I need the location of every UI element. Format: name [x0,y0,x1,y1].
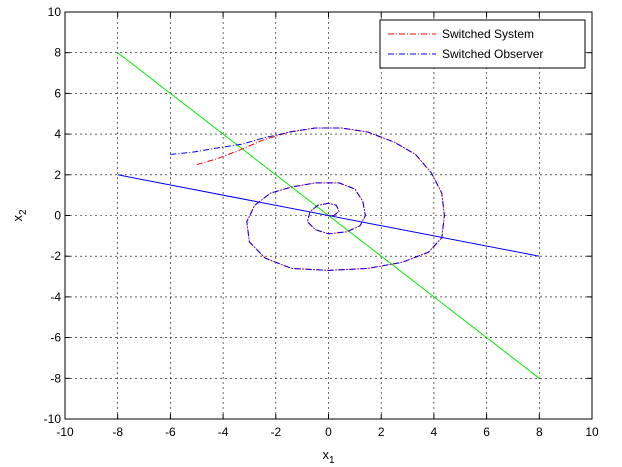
x-tick-label: 10 [585,425,599,439]
x-tick-label: -6 [165,425,176,439]
y-axis-label-main: x [10,215,25,222]
x-axis-label: x1 [322,447,335,466]
y-tick-label: -8 [50,371,61,385]
y-tick-label: 8 [54,46,61,60]
x-tick-label: -4 [218,425,229,439]
legend-label-switched-system: Switched System [442,27,534,41]
y-tick-label: 0 [54,209,61,223]
y-tick-label: 10 [48,5,62,19]
x-tick-label: -10 [56,425,74,439]
ticks-layer: -10 -8 -6 -4 -2 0 2 4 6 8 10 -10 -8 -6 -4 -2 0 2 4 6 8 10 [44,5,599,439]
y-tick-label: 6 [54,86,61,100]
x-tick-label: 4 [431,425,438,439]
x-axis-label-main: x [322,447,329,462]
x-tick-label: 2 [378,425,385,439]
y-tick-label: -4 [50,290,61,304]
y-tick-label: -10 [44,412,62,426]
lines-layer [117,52,540,379]
legend: Switched System Switched Observer [379,19,586,69]
switching-line [117,174,540,257]
y-tick-label: 2 [54,168,61,182]
x-tick-label: -2 [270,425,281,439]
y-tick-label: -6 [50,331,61,345]
legend-box [379,19,586,69]
series-line-switched-observer [170,127,445,271]
y-tick-label: 4 [54,127,61,141]
x-tick-label: -8 [112,425,123,439]
y-axis-label: x2 [10,209,29,222]
x-tick-label: 6 [483,425,490,439]
y-tick-label: -2 [50,249,61,263]
y-axis-label-subscript: 2 [18,209,29,215]
x-tick-label: 0 [325,425,332,439]
legend-label-switched-observer: Switched Observer [442,47,543,61]
series-layer [170,127,445,271]
x-tick-label: 8 [536,425,543,439]
x-axis-label-subscript: 1 [329,455,335,466]
